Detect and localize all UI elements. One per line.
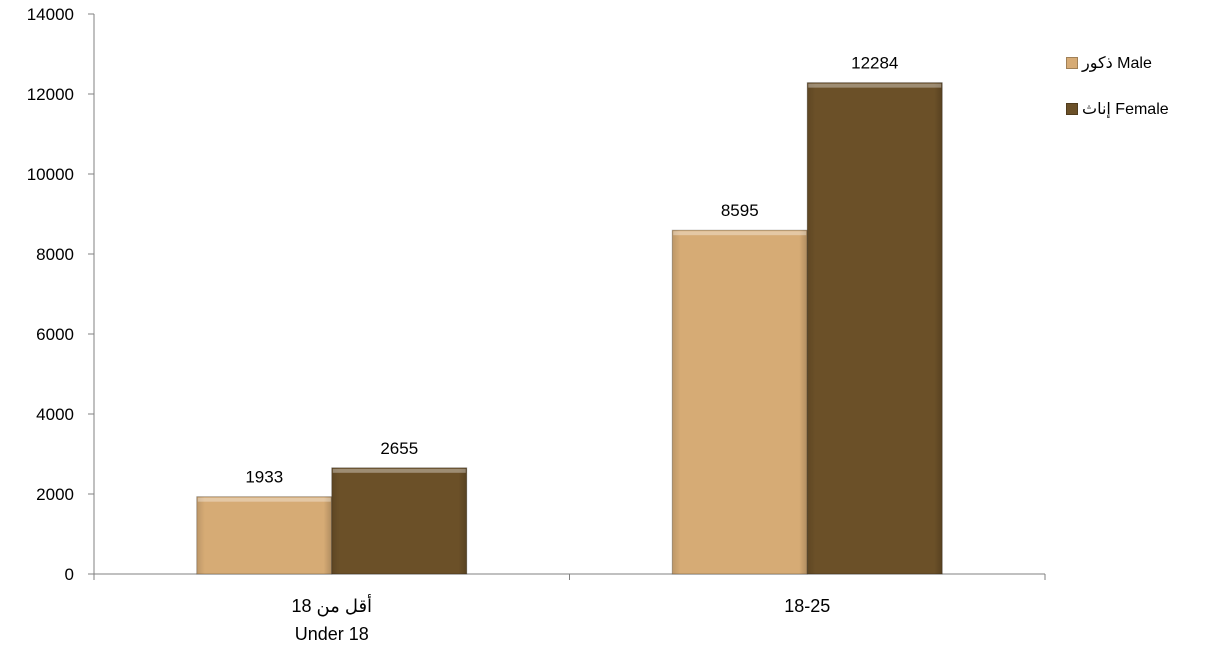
x-category-label: أقل من 18	[291, 594, 372, 617]
x-category-sublabel: Under 18	[295, 624, 369, 644]
bar-male-0	[196, 496, 333, 575]
x-category-label: 18-25	[784, 596, 830, 616]
labels: 1933 2655 أقل من 18 Under 18 8595 12284 18-25	[245, 54, 898, 644]
bars	[196, 82, 943, 575]
legend-item-female: إناث Female	[1066, 98, 1169, 120]
y-tick-label: 12000	[27, 85, 74, 104]
legend-label-male: ذكور Male	[1082, 55, 1152, 72]
y-tick-label: 6000	[36, 325, 74, 344]
data-label: 12284	[851, 54, 898, 73]
y-tick-label: 8000	[36, 245, 74, 264]
legend: ذكور Male إناث Female	[1066, 52, 1169, 144]
axes: 0 2000 4000 6000 8000 10000 12000 14000	[27, 5, 1046, 584]
y-tick-label: 4000	[36, 405, 74, 424]
data-label: 8595	[721, 201, 759, 220]
bar-female-0	[331, 467, 468, 575]
data-label: 1933	[245, 468, 283, 487]
bar-female-1	[806, 82, 943, 575]
legend-item-male: ذكور Male	[1066, 52, 1169, 74]
y-tick-label: 14000	[27, 5, 74, 24]
data-label: 2655	[380, 439, 418, 458]
y-tick-label: 2000	[36, 485, 74, 504]
legend-swatch-male	[1066, 57, 1078, 69]
bar-male-1	[671, 229, 808, 575]
y-tick-label: 10000	[27, 165, 74, 184]
legend-swatch-female	[1066, 103, 1078, 115]
legend-label-female: إناث Female	[1082, 101, 1169, 118]
y-tick-label: 0	[65, 565, 74, 584]
